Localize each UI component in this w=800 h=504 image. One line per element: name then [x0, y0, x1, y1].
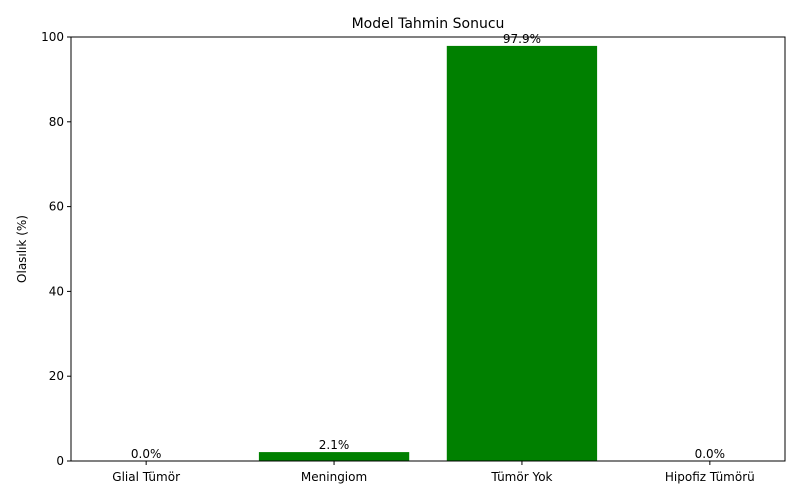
data-label: 2.1%	[319, 438, 350, 452]
bar	[446, 45, 598, 462]
bar	[258, 452, 410, 461]
x-tick-label: Glial Tümör	[112, 470, 180, 484]
y-tick-label: 80	[49, 115, 64, 129]
y-axis: 0 20 40 60 80 100	[41, 30, 71, 468]
y-tick-label: 60	[49, 200, 64, 214]
plot-frame	[70, 36, 786, 462]
x-tick-label: Hipofiz Tümörü	[665, 470, 755, 484]
x-axis: Glial Tümör Meningiom Tümör Yok Hipofiz Tüm…	[112, 461, 755, 484]
chart-title: Model Tahmin Sonucu	[352, 16, 505, 32]
y-tick-label: 20	[49, 369, 64, 383]
x-tick-label: Meningiom	[301, 470, 367, 484]
x-tick-label: Tümör Yok	[490, 470, 552, 484]
y-tick-label: 100	[41, 30, 64, 44]
data-label: 0.0%	[131, 447, 162, 461]
y-tick-label: 0	[56, 454, 64, 468]
y-tick-label: 40	[49, 284, 64, 298]
data-label: 97.9%	[503, 32, 541, 46]
data-label-group: 0.0% 2.1% 97.9% 0.0%	[131, 32, 725, 461]
bar-group	[258, 45, 598, 462]
y-axis-title: Olasılık (%)	[15, 215, 29, 283]
data-label: 0.0%	[695, 447, 726, 461]
